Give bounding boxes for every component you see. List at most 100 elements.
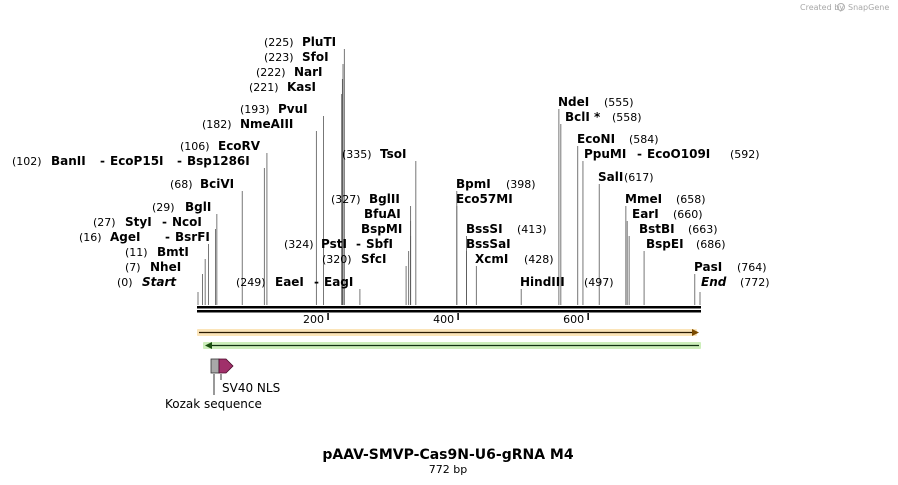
site-bstbi-name: BstBI bbox=[639, 222, 675, 236]
site-pvui-position: (193) bbox=[240, 103, 270, 116]
site-pvui[interactable]: (193) PvuI bbox=[240, 102, 308, 116]
brand-created-by: Created by bbox=[800, 3, 844, 12]
ruler-axis: 200 400 600 bbox=[303, 313, 589, 326]
site-banii-name: Bsp1286I bbox=[187, 154, 250, 168]
sv40-nls-feature[interactable]: SV40 NLS bbox=[218, 358, 280, 395]
sv40-nls-arrow-icon bbox=[218, 358, 234, 374]
site-ndei[interactable]: (555) NdeI bbox=[558, 95, 634, 109]
site-styi-name: StyI bbox=[125, 215, 152, 229]
site-kasi-name: KasI bbox=[287, 80, 316, 94]
site-bcli[interactable]: (558) BclI * bbox=[565, 110, 642, 124]
site-mmei-name: MmeI bbox=[625, 192, 662, 206]
site-banii[interactable]: (102) BanII - EcoP15I - Bsp1286I bbox=[12, 154, 250, 168]
site-mmei[interactable]: (658) MmeI bbox=[625, 192, 706, 206]
map-title-block: pAAV-SMVP-Cas9N-U6-gRNA M4 772 bp bbox=[322, 447, 573, 476]
site-bmti[interactable]: (11) BmtI bbox=[125, 245, 189, 259]
site-banii-separator: - bbox=[100, 154, 105, 168]
site-labels: (0) Start(7) NheI(11) BmtI(16) AgeI - BsrFI(27… bbox=[12, 35, 770, 289]
site-nhei[interactable]: (7) NheI bbox=[125, 260, 181, 274]
site-xcmi-position: (428) bbox=[524, 253, 554, 266]
site-styi-position: (27) bbox=[93, 216, 116, 229]
site-ppumi[interactable]: (592) PpuMI - EcoO109I bbox=[584, 147, 760, 161]
site-nmeaiii[interactable]: (182) NmeAIII bbox=[202, 117, 293, 131]
site-nmeaiii-position: (182) bbox=[202, 118, 232, 131]
site-bsssai[interactable]: BssSaI bbox=[466, 237, 511, 251]
site-eari[interactable]: (660) EarI bbox=[632, 207, 703, 221]
sequence-backbone bbox=[197, 306, 701, 313]
site-tsoi-name: TsoI bbox=[380, 147, 406, 161]
site-eaei-position: (249) bbox=[236, 276, 266, 289]
site-xcmi[interactable]: (428) XcmI bbox=[475, 252, 554, 266]
site-hindiii-name: HindIII bbox=[520, 275, 565, 289]
reverse-feature-bar[interactable] bbox=[203, 342, 701, 349]
site-bcivi-name: BciVI bbox=[200, 177, 234, 191]
site-tsoi[interactable]: (335) TsoI bbox=[342, 147, 406, 161]
site-end[interactable]: (772) End bbox=[701, 275, 770, 289]
site-bglii[interactable]: (327) BglII bbox=[331, 192, 400, 206]
site-xcmi-name: XcmI bbox=[475, 252, 508, 266]
site-psti-separator: - bbox=[356, 237, 361, 251]
site-ecorv-name: EcoRV bbox=[218, 139, 261, 153]
site-bsssi-name: BssSI bbox=[466, 222, 503, 236]
axis-label-600: 600 bbox=[563, 313, 584, 326]
site-saii-position: (617) bbox=[624, 171, 654, 184]
site-styi[interactable]: (27) StyI - NcoI bbox=[93, 215, 202, 229]
site-sfoi-name: SfoI bbox=[302, 50, 329, 64]
site-bspei[interactable]: (686) BspEI bbox=[646, 237, 726, 251]
site-nhei-position: (7) bbox=[125, 261, 141, 274]
site-saii[interactable]: (617)SalI bbox=[598, 170, 654, 184]
site-banii-name: BanII bbox=[51, 154, 86, 168]
backbone-top-strand bbox=[197, 306, 701, 309]
site-econi[interactable]: (584) EcoNI bbox=[577, 132, 659, 146]
snapgene-logo-icon bbox=[837, 3, 845, 11]
site-eaei[interactable]: (249) EaeI - EagI bbox=[236, 275, 353, 289]
site-bsssi-position: (413) bbox=[517, 223, 547, 236]
sv40-nls-label: SV40 NLS bbox=[222, 381, 280, 395]
site-bcivi[interactable]: (68) BciVI bbox=[170, 177, 234, 191]
site-bstbi[interactable]: (663) BstBI bbox=[639, 222, 718, 236]
site-pvui-name: PvuI bbox=[278, 102, 308, 116]
forward-feature-bar[interactable] bbox=[197, 329, 699, 336]
site-eari-position: (660) bbox=[673, 208, 703, 221]
backbone-bottom-strand bbox=[197, 310, 701, 313]
site-ppumi-name: PpuMI bbox=[584, 147, 626, 161]
site-psti-name: SbfI bbox=[366, 237, 393, 251]
site-sfci[interactable]: (320) SfcI bbox=[322, 252, 386, 266]
site-bgli-name: BglI bbox=[185, 200, 211, 214]
site-kasi[interactable]: (221) KasI bbox=[249, 80, 316, 94]
site-eaei-name: EaeI bbox=[275, 275, 304, 289]
kozak-label: Kozak sequence bbox=[165, 397, 262, 411]
site-end-name: End bbox=[701, 275, 727, 289]
site-bfuai[interactable]: BfuAI bbox=[364, 207, 401, 221]
site-nari[interactable]: (222) NarI bbox=[256, 65, 323, 79]
site-ndei-position: (555) bbox=[604, 96, 634, 109]
site-start[interactable]: (0) Start bbox=[117, 275, 177, 289]
site-bstbi-position: (663) bbox=[688, 223, 718, 236]
site-ppumi-separator: - bbox=[637, 147, 642, 161]
site-banii-separator: - bbox=[177, 154, 182, 168]
site-pasi-name: PasI bbox=[694, 260, 722, 274]
site-psti[interactable]: (324) PstI - SbfI bbox=[284, 237, 393, 251]
site-pluti[interactable]: (225) PluTI bbox=[264, 35, 336, 49]
site-agei[interactable]: (16) AgeI - BsrFI bbox=[79, 230, 210, 244]
site-bspmi[interactable]: BspMI bbox=[361, 222, 402, 236]
site-bpmi[interactable]: (398) BpmI bbox=[456, 177, 536, 191]
site-bglii-position: (327) bbox=[331, 193, 361, 206]
brand-name: SnapGene bbox=[848, 3, 889, 12]
site-lines bbox=[197, 49, 701, 305]
site-sfoi[interactable]: (223) SfoI bbox=[264, 50, 329, 64]
snapgene-brand: Created by SnapGene bbox=[800, 3, 889, 12]
site-pluti-name: PluTI bbox=[302, 35, 336, 49]
site-bcli-name: BclI * bbox=[565, 110, 601, 124]
site-bgli[interactable]: (29) BglI bbox=[152, 200, 211, 214]
site-econi-name: EcoNI bbox=[577, 132, 615, 146]
site-kasi-position: (221) bbox=[249, 81, 279, 94]
site-bsssi[interactable]: (413) BssSI bbox=[466, 222, 547, 236]
site-pasi[interactable]: (764) PasI bbox=[694, 260, 767, 274]
site-eco57mi[interactable]: Eco57MI bbox=[456, 192, 513, 206]
site-hindiii[interactable]: (497) HindIII bbox=[520, 275, 614, 289]
site-ecorv-position: (106) bbox=[180, 140, 210, 153]
site-bgli-position: (29) bbox=[152, 201, 175, 214]
site-ecorv[interactable]: (106) EcoRV bbox=[180, 139, 261, 153]
